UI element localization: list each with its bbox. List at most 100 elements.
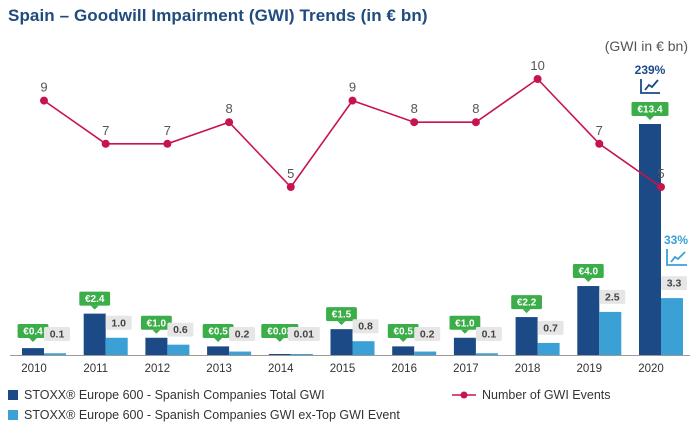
- line-point-gwi-events: [410, 118, 419, 127]
- total-value-label: €2.4: [85, 294, 105, 305]
- total-label-badge-pointer: [460, 329, 469, 334]
- x-tick-label: 2017: [453, 363, 479, 375]
- bar-ex-top-gwi: [167, 344, 190, 355]
- total-label-badge-pointer: [152, 329, 161, 334]
- unit-note: (GWI in € bn): [604, 38, 688, 54]
- total-label-badge: [387, 324, 419, 338]
- ex-label-box: [537, 320, 564, 335]
- legend-ex-top: STOXX® Europe 600 - Spanish Companies GW…: [8, 408, 400, 422]
- annotation-growth-ex: 33%: [664, 233, 688, 247]
- line-value-label: 8: [225, 101, 232, 116]
- ex-value-label: 0.1: [482, 329, 497, 341]
- legend-gwi-events: Number of GWI Events: [452, 388, 611, 402]
- bar-total-gwi: [330, 329, 353, 355]
- total-value-label: €0.5: [208, 327, 228, 338]
- line-value-label: 7: [596, 123, 603, 138]
- total-value-label: €13.4: [637, 105, 662, 116]
- legend-total-gwi: STOXX® Europe 600 - Spanish Companies To…: [8, 388, 325, 402]
- total-label-badge-pointer: [337, 321, 346, 326]
- line-value-label: 9: [349, 80, 356, 95]
- line-point-gwi-events: [225, 118, 234, 127]
- ex-value-label: 3.3: [667, 278, 682, 290]
- ex-label-box: [414, 327, 441, 341]
- ex-value-label: 0.8: [358, 321, 373, 333]
- bar-ex-top-gwi: [44, 353, 66, 355]
- bar-ex-top-gwi: [290, 354, 313, 355]
- line-point-gwi-events: [286, 183, 295, 191]
- ex-label-box: [287, 327, 320, 341]
- ex-label-box: [661, 276, 687, 291]
- total-label-badge: [202, 324, 234, 338]
- ex-label-box: [352, 319, 379, 334]
- trend-up-line-icon: [670, 251, 686, 263]
- trend-up-icon: [666, 249, 687, 266]
- ex-label-box: [167, 322, 194, 337]
- legend-label-total: STOXX® Europe 600 - Spanish Companies To…: [24, 388, 325, 402]
- x-tick-label: 2014: [268, 363, 294, 375]
- total-value-label: €1.0: [455, 318, 475, 329]
- x-tick-label: 2015: [330, 363, 356, 375]
- chart-title: Spain – Goodwill Impairment (GWI) Trends…: [8, 6, 428, 25]
- bar-total-gwi: [83, 313, 106, 355]
- trend-up-line-icon: [644, 79, 659, 91]
- bar-total-gwi: [207, 346, 230, 355]
- line-point-gwi-events: [657, 183, 665, 191]
- total-value-label: €0.03: [267, 327, 292, 338]
- line-value-label: 5: [287, 166, 294, 181]
- total-label-badge-pointer: [29, 338, 37, 342]
- line-value-label: 7: [102, 123, 109, 138]
- bar-ex-top-gwi: [414, 351, 437, 355]
- x-tick-label: 2018: [515, 363, 541, 375]
- total-value-label: €1.5: [332, 310, 352, 321]
- bar-ex-top-gwi: [599, 311, 622, 355]
- bar-ex-top-gwi: [229, 351, 252, 355]
- total-value-label: €4.0: [579, 267, 599, 278]
- bar-total-gwi: [145, 337, 168, 355]
- total-label-badge: [449, 315, 481, 330]
- bar-ex-top-gwi: [475, 353, 498, 355]
- line-point-gwi-events: [471, 118, 480, 127]
- x-tick-label: 2011: [83, 363, 108, 375]
- bar-ex-top-gwi: [352, 341, 375, 355]
- trend-up-icon: [640, 79, 660, 94]
- ex-label-box: [475, 327, 502, 341]
- total-label-badge: [79, 291, 111, 306]
- line-value-label: 9: [40, 80, 47, 95]
- bar-total-gwi: [639, 124, 661, 355]
- line-point-gwi-events: [101, 139, 110, 148]
- bar-ex-top-gwi: [105, 337, 128, 355]
- ex-label-box: [229, 327, 256, 341]
- legend-swatch-total: [8, 390, 18, 400]
- line-point-gwi-events: [533, 75, 542, 83]
- ex-value-label: 0.2: [235, 329, 250, 341]
- total-label-badge-pointer: [275, 338, 284, 342]
- ex-label-box: [599, 289, 626, 304]
- total-label-badge: [631, 102, 669, 116]
- bar-ex-top-gwi: [537, 342, 560, 355]
- ex-label-box: [44, 327, 70, 341]
- legend-label-events: Number of GWI Events: [482, 388, 611, 402]
- annotation-growth-total: 239%: [635, 63, 666, 77]
- total-label-badge-pointer: [646, 116, 654, 120]
- line-point-gwi-events: [348, 96, 357, 105]
- bar-total-gwi: [515, 317, 538, 355]
- ex-value-label: 0.2: [420, 329, 435, 341]
- line-value-label: 8: [411, 101, 418, 116]
- ex-value-label: 0.01: [294, 329, 315, 341]
- total-label-badge-pointer: [90, 305, 99, 310]
- total-label-badge: [326, 307, 357, 322]
- legend-label-ex: STOXX® Europe 600 - Spanish Companies GW…: [24, 408, 400, 422]
- ex-value-label: 0.7: [543, 322, 558, 334]
- total-label-badge-pointer: [214, 338, 223, 342]
- total-label-badge-pointer: [522, 309, 531, 314]
- line-point-gwi-events: [163, 139, 172, 148]
- total-label-badge-pointer: [584, 278, 593, 283]
- x-tick-label: 2012: [145, 363, 171, 375]
- line-value-label: 8: [472, 101, 479, 116]
- total-value-label: €2.2: [517, 298, 537, 309]
- bar-total-gwi: [22, 348, 44, 355]
- x-tick-label: 2016: [391, 363, 417, 375]
- ex-label-box: [105, 315, 132, 330]
- total-label-badge: [17, 324, 49, 338]
